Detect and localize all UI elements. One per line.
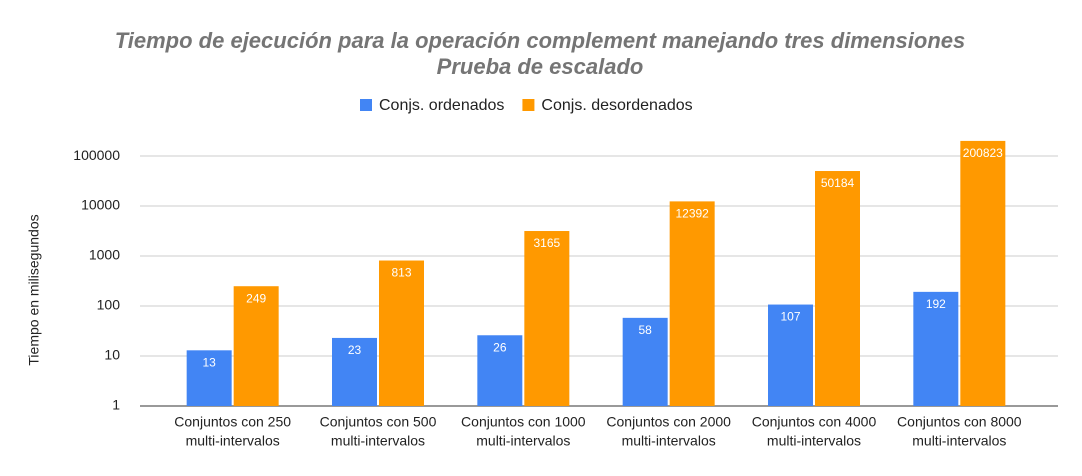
data-label: 107 [780,310,800,324]
bar [815,171,860,406]
x-tick-label: multi-intervalos [186,433,280,449]
legend-label: Conjs. desordenados [541,97,692,114]
bar [233,286,279,406]
y-tick-label: 100000 [73,147,120,163]
chart-title: Tiempo de ejecución para la operación co… [115,28,966,53]
bar [913,291,959,406]
data-label: 813 [391,266,411,280]
bar [332,337,377,406]
bar [477,335,523,406]
y-tick-label: 1 [112,397,120,413]
x-tick-label: Conjuntos con 4000 [752,414,877,430]
bar [186,350,232,406]
y-tick-label: 100 [97,297,121,313]
x-tick-label: Conjuntos con 250 [174,414,291,430]
data-label: 249 [246,291,266,305]
data-label: 26 [493,340,507,354]
data-label: 200823 [963,146,1003,160]
bar [960,140,1006,407]
x-tick-label: multi-intervalos [622,433,716,449]
bar [669,201,715,406]
y-tick-label: 1000 [89,247,120,263]
y-tick-label: 10000 [81,197,120,213]
x-tick-label: multi-intervalos [767,433,861,449]
legend-swatch [522,99,535,111]
chart-subtitle: Prueba de escalado [437,54,644,79]
legend-swatch [360,99,372,111]
x-tick-label: multi-intervalos [476,433,570,449]
x-tick-label: Conjuntos con 1000 [461,414,586,430]
data-label: 50184 [821,176,855,190]
data-label: 12392 [675,207,709,221]
data-label: 192 [926,297,946,311]
bar [524,231,570,406]
legend-label: Conjs. ordenados [379,97,504,114]
y-axis-label: Tiempo en milisegundos [26,214,42,365]
data-label: 3165 [533,236,560,250]
bar [379,260,424,406]
x-tick-label: Conjuntos con 500 [320,414,437,430]
x-tick-label: multi-intervalos [912,433,1006,449]
bar [768,304,813,406]
x-tick-label: Conjuntos con 8000 [897,414,1022,430]
x-tick-label: multi-intervalos [331,433,425,449]
data-label: 13 [202,355,216,369]
bar [622,317,668,406]
data-label: 58 [638,323,652,337]
data-label: 23 [348,343,362,357]
y-tick-label: 10 [104,347,120,363]
x-tick-label: Conjuntos con 2000 [606,414,731,430]
